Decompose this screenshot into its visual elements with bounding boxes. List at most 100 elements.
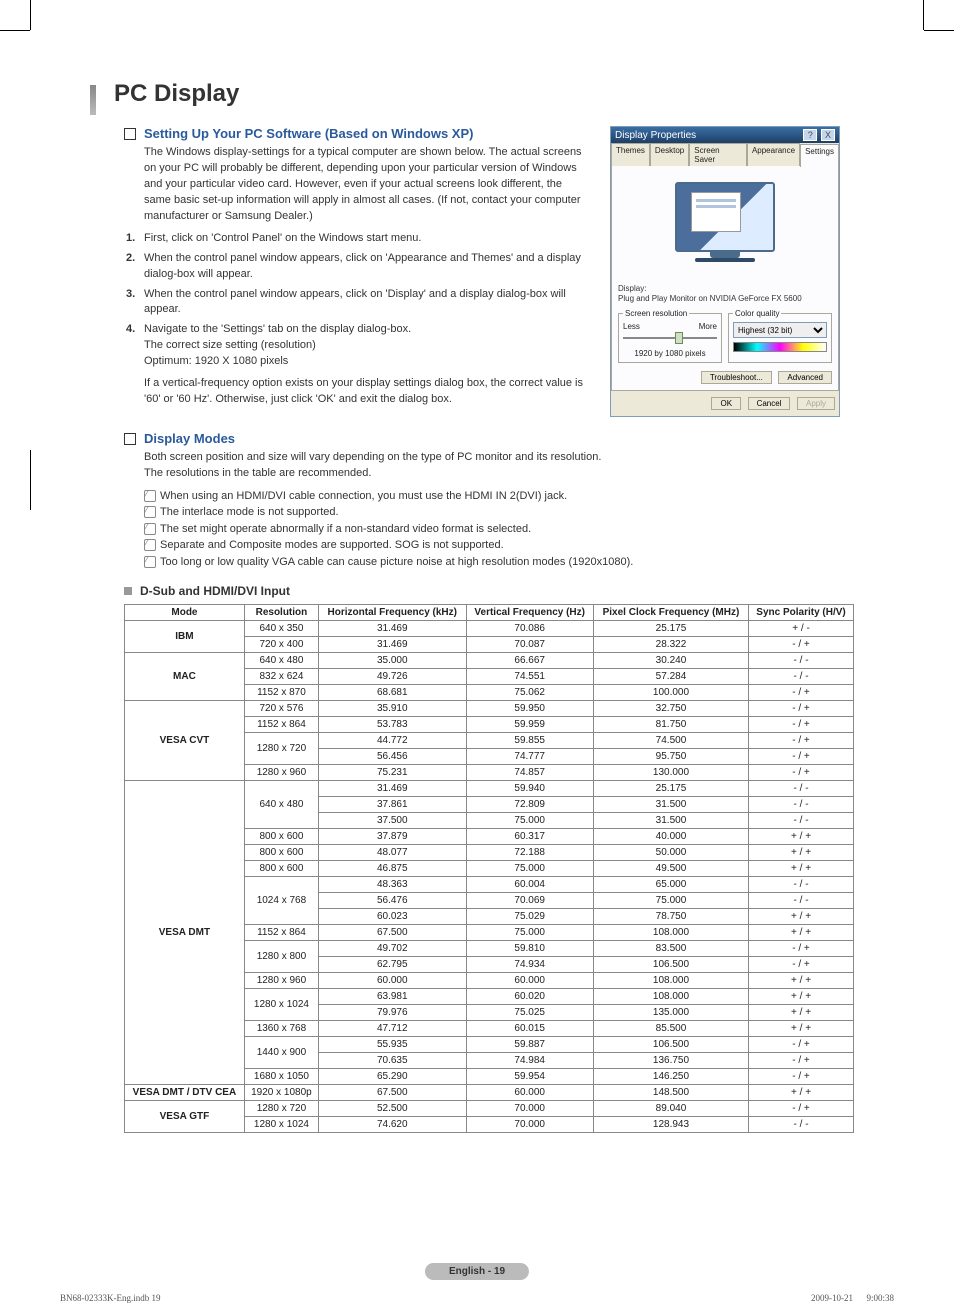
accent-bar — [90, 85, 96, 115]
tab-screensaver[interactable]: Screen Saver — [689, 143, 747, 166]
table-cell: 59.887 — [466, 1037, 593, 1053]
page-footer: English - 19 — [425, 1261, 529, 1279]
table-cell: 57.284 — [593, 669, 748, 685]
table-cell: 59.855 — [466, 733, 593, 749]
tab-appearance[interactable]: Appearance — [747, 143, 800, 166]
table-cell: 108.000 — [593, 973, 748, 989]
tab-settings[interactable]: Settings — [800, 144, 839, 167]
table-cell: 72.809 — [466, 797, 593, 813]
table-cell: 60.004 — [466, 877, 593, 893]
tab-desktop[interactable]: Desktop — [650, 143, 689, 166]
ok-button[interactable]: OK — [711, 397, 741, 410]
step-1: First, click on 'Control Panel' on the W… — [126, 231, 590, 247]
table-header: Sync Polarity (H/V) — [749, 605, 854, 621]
table-cell: 148.500 — [593, 1085, 748, 1101]
cancel-button[interactable]: Cancel — [748, 397, 791, 410]
table-row: VESA DMT640 x 48031.46959.94025.175- / - — [125, 781, 854, 797]
table-cell: 89.040 — [593, 1101, 748, 1117]
help-icon[interactable]: ? — [803, 129, 817, 141]
resolution-cell: 720 x 576 — [244, 701, 318, 717]
screen-icon — [675, 182, 775, 252]
section-modes-head: Display Modes — [124, 431, 894, 446]
table-cell: 65.000 — [593, 877, 748, 893]
table-cell: 146.250 — [593, 1069, 748, 1085]
sub-section-title: D-Sub and HDMI/DVI Input — [140, 584, 290, 598]
dialog-titlebar[interactable]: Display Properties ? X — [611, 127, 839, 143]
table-cell: + / + — [749, 829, 854, 845]
table-cell: 67.500 — [319, 925, 466, 941]
table-cell: 60.000 — [466, 1085, 593, 1101]
note-5: Too long or low quality VGA cable can ca… — [144, 554, 894, 571]
step-4-line3: Optimum: 1920 X 1080 pixels — [144, 355, 288, 367]
resolution-cell: 640 x 480 — [244, 781, 318, 829]
page-title: PC Display — [114, 80, 894, 108]
table-cell: - / + — [749, 1069, 854, 1085]
close-icon[interactable]: X — [821, 129, 835, 141]
table-cell: + / - — [749, 621, 854, 637]
table-cell: 75.029 — [466, 909, 593, 925]
table-cell: 85.500 — [593, 1021, 748, 1037]
mode-cell: MAC — [125, 653, 245, 701]
footer-right: 2009-10-21 9:00:38 — [811, 1293, 894, 1303]
table-header: Horizontal Frequency (kHz) — [319, 605, 466, 621]
table-cell: 28.322 — [593, 637, 748, 653]
sub-section-head: D-Sub and HDMI/DVI Input — [124, 584, 894, 598]
resolution-slider[interactable] — [623, 333, 717, 347]
table-cell: 47.712 — [319, 1021, 466, 1037]
display-name: Plug and Play Monitor on NVIDIA GeForce … — [618, 294, 832, 303]
table-cell: 70.635 — [319, 1053, 466, 1069]
table-row: VESA GTF1280 x 72052.50070.00089.040- / … — [125, 1101, 854, 1117]
table-cell: 56.456 — [319, 749, 466, 765]
dialog-title: Display Properties — [615, 130, 696, 141]
table-cell: - / - — [749, 669, 854, 685]
table-cell: 79.976 — [319, 1005, 466, 1021]
more-label: More — [699, 322, 717, 331]
table-cell: + / + — [749, 1085, 854, 1101]
resolution-cell: 1440 x 900 — [244, 1037, 318, 1069]
resolution-cell: 800 x 600 — [244, 829, 318, 845]
color-quality-select[interactable]: Highest (32 bit) — [733, 322, 827, 338]
modes-intro2: The resolutions in the table are recomme… — [144, 466, 894, 482]
table-cell: 108.000 — [593, 989, 748, 1005]
resolution-cell: 1280 x 720 — [244, 733, 318, 765]
less-label: Less — [623, 322, 640, 331]
table-cell: 108.000 — [593, 925, 748, 941]
table-header: Pixel Clock Frequency (MHz) — [593, 605, 748, 621]
table-cell: - / + — [749, 717, 854, 733]
resolution-cell: 1152 x 864 — [244, 925, 318, 941]
table-cell: 59.950 — [466, 701, 593, 717]
table-cell: 72.188 — [466, 845, 593, 861]
table-cell: - / + — [749, 733, 854, 749]
dialog-panel: Display: Plug and Play Monitor on NVIDIA… — [611, 165, 839, 391]
table-cell: - / + — [749, 685, 854, 701]
screen-res-legend: Screen resolution — [623, 309, 689, 318]
monitor-preview — [618, 178, 832, 266]
table-cell: - / + — [749, 637, 854, 653]
note-2: The interlace mode is not supported. — [144, 504, 894, 521]
table-cell: 640 x 350 — [244, 621, 318, 637]
table-cell: 62.795 — [319, 957, 466, 973]
apply-button[interactable]: Apply — [797, 397, 835, 410]
resolution-cell: 800 x 600 — [244, 861, 318, 877]
setup-steps: First, click on 'Control Panel' on the W… — [126, 231, 590, 408]
resolution-value: 1920 by 1080 pixels — [623, 349, 717, 358]
table-cell: 640 x 480 — [244, 653, 318, 669]
resolution-cell: 1280 x 1024 — [244, 989, 318, 1021]
table-cell: 31.469 — [319, 637, 466, 653]
table-cell: 59.959 — [466, 717, 593, 733]
notes-list: When using an HDMI/DVI cable connection,… — [144, 488, 894, 571]
table-cell: 1280 x 1024 — [244, 1117, 318, 1133]
troubleshoot-button[interactable]: Troubleshoot... — [701, 371, 772, 384]
table-cell: 25.175 — [593, 621, 748, 637]
tab-themes[interactable]: Themes — [611, 143, 650, 166]
advanced-button[interactable]: Advanced — [778, 371, 832, 384]
table-cell: 40.000 — [593, 829, 748, 845]
table-cell: - / + — [749, 957, 854, 973]
table-cell: 1152 x 870 — [244, 685, 318, 701]
bullet-icon — [124, 433, 136, 445]
screen-resolution-group: Screen resolution Less More 1920 by 1080… — [618, 309, 722, 363]
table-cell: 31.500 — [593, 797, 748, 813]
mode-cell: VESA DMT — [125, 781, 245, 1085]
table-cell: - / + — [749, 1037, 854, 1053]
display-label: Display: — [618, 284, 832, 293]
